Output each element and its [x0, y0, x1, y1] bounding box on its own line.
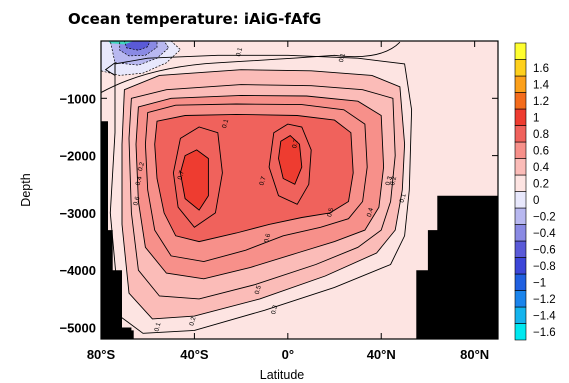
y-tick-label: −2000: [59, 149, 96, 164]
contour-label: 0.4: [135, 175, 144, 186]
colorbar-tick-label: 0.6: [533, 145, 549, 157]
colorbar-tick-label: −1.4: [533, 310, 556, 322]
colorbar-swatch: [514, 290, 527, 308]
colorbar-tick-label: 1.4: [533, 79, 550, 91]
colorbar-tick-label: 1.6: [533, 63, 549, 75]
contour-label: 0.1: [221, 118, 230, 129]
x-tick-label: 0°: [282, 347, 294, 362]
seafloor-mask: [416, 195, 498, 339]
colorbar-tick-label: −1.2: [533, 294, 556, 306]
colorbar-tick-label: 1.2: [533, 96, 549, 108]
contour-line: [135, 94, 385, 280]
colorbar-swatch: [514, 42, 527, 60]
plot-area: 0.10.20.40.60.70.70.70.60.5 0.40.30.20.10…: [100, 40, 499, 340]
contour-line: [154, 113, 354, 243]
contour-label: 0.7: [177, 170, 186, 181]
x-tick-label: 40°N: [367, 347, 396, 362]
contour-line: [104, 61, 116, 77]
contour-label: 0.2: [188, 316, 197, 327]
contour-label: 0.3: [385, 175, 394, 186]
colorbar-swatch: [514, 75, 527, 93]
contour-line: [119, 40, 158, 57]
contour-label: 0.2: [137, 161, 146, 172]
y-axis-label: Depth: [19, 173, 33, 206]
x-axis-label: Latitude: [260, 368, 305, 382]
seafloor-mask: [101, 121, 132, 339]
colorbar-tick-label: −1: [533, 277, 546, 289]
y-tick-label: −4000: [59, 263, 96, 278]
contour-label: 0.1: [235, 46, 244, 57]
x-tick-label: 80°S: [87, 347, 116, 362]
colorbar-tick-label: 1: [533, 112, 539, 124]
contour-label: 0.5: [254, 284, 263, 295]
colorbar-tick-label: 0: [533, 195, 539, 207]
colorbar-tick-label: 0.2: [533, 178, 549, 190]
contour-line: [128, 84, 396, 300]
x-tick-label: 40°S: [180, 347, 209, 362]
colorbar-swatch: [514, 92, 527, 110]
x-tick-label: 80°N: [460, 347, 489, 362]
topography-mask: [101, 121, 498, 339]
colorbar-swatch: [514, 141, 527, 159]
colorbar-swatch: [514, 158, 527, 176]
colorbar-swatch: [514, 273, 527, 291]
colorbar: −1.6 −1.4 −1.2 −1 −0.8 −0.6 −0.4 −0.2 0 0.2 0.4 0.6…: [514, 42, 556, 341]
plot-frame: [100, 40, 499, 340]
colorbar-tick-label: 0.8: [533, 129, 549, 141]
contour-label: 0.7: [258, 175, 267, 186]
colorbar-swatch: [514, 257, 527, 275]
y-tick-label: −5000: [59, 321, 96, 336]
contour-line: [268, 123, 312, 205]
contour-label: 0.1: [338, 52, 347, 63]
y-tick-label: −3000: [59, 206, 96, 221]
colorbar-swatch: [514, 191, 527, 209]
colorbar-swatch: [514, 207, 527, 225]
colorbar-swatch: [514, 224, 527, 242]
seafloor-mask: [101, 330, 134, 339]
colorbar-swatch: [514, 125, 527, 143]
x-axis: 80°S 40°S 0° 40°N 80°N: [87, 41, 489, 362]
colorbar-swatch: [514, 174, 527, 192]
contour-line: [144, 103, 368, 263]
colorbar-tick-label: 0.4: [533, 162, 550, 174]
contour-labels: 0.10.20.40.60.70.70.70.60.5 0.40.30.20.10…: [132, 46, 407, 332]
contour-label: 0.3: [270, 304, 279, 315]
colorbar-tick-label: −1.6: [533, 327, 556, 339]
colorbar-tick-label: −0.6: [533, 244, 556, 256]
temperature-band: [278, 135, 302, 185]
colorbar-swatch: [514, 306, 527, 324]
colorbar-swatch: [514, 59, 527, 77]
colorbar-tick-label: −0.4: [533, 228, 556, 240]
contour-label: 0.1: [399, 193, 408, 204]
chart-title: Ocean temperature: iAiG-fAfG: [68, 10, 321, 28]
contour-line: [172, 126, 223, 228]
contour-label: 0.4: [366, 207, 375, 218]
colorbar-tick-label: −0.8: [533, 261, 556, 273]
contour-label: 0.1: [153, 322, 162, 333]
colorbar-swatch: [514, 108, 527, 126]
temperature-band: [108, 41, 134, 45]
contour-label: 0.7: [291, 138, 300, 149]
contour-label: 0.6: [132, 195, 141, 206]
temperature-fields: [101, 41, 412, 334]
contour-line: [278, 135, 303, 185]
contour-label: 0.5: [326, 207, 335, 218]
contour-line: [179, 149, 209, 211]
temperature-band: [180, 149, 209, 211]
contour-line: [121, 69, 406, 320]
contour-line: [100, 41, 401, 93]
colorbar-tick-label: −0.2: [533, 211, 556, 223]
contour-label: 0.2: [389, 175, 398, 186]
y-axis: −1000 −2000 −3000 −4000 −5000: [59, 91, 498, 336]
colorbar-swatch: [514, 323, 527, 341]
y-tick-label: −1000: [59, 91, 96, 106]
colorbar-swatch: [514, 240, 527, 258]
contour-label: 0.6: [263, 233, 272, 244]
